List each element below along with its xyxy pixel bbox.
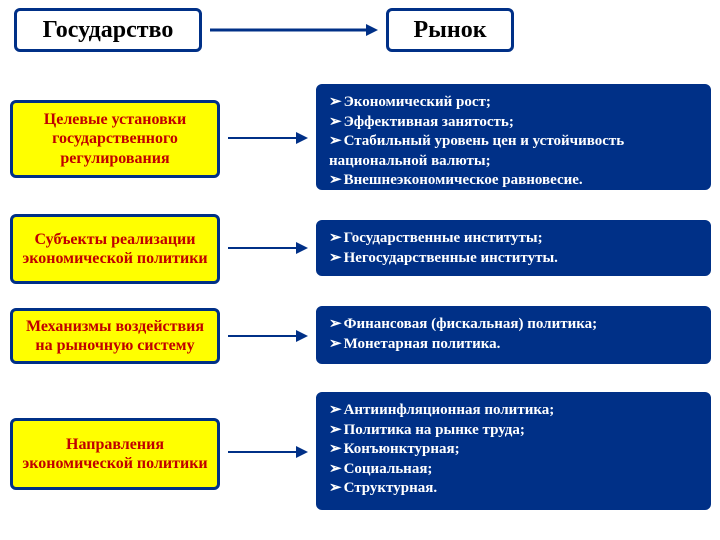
right-box-item-text: Внешнеэкономическое равновесие. bbox=[344, 172, 583, 188]
right-box-item-text: Эффективная занятость; bbox=[344, 114, 514, 130]
left-box-1: Субъекты реализации экономической полити… bbox=[10, 214, 220, 284]
left-box-text: Направления экономической политики bbox=[17, 435, 213, 473]
right-box-item: ➢Негосударственные институты. bbox=[329, 249, 698, 269]
right-box-2: ➢Финансовая (фискальная) политика;➢Монет… bbox=[316, 306, 711, 364]
bullet-icon: ➢ bbox=[329, 460, 342, 480]
bullet-icon: ➢ bbox=[329, 335, 342, 355]
left-box-text: Субъекты реализации экономической полити… bbox=[17, 230, 213, 268]
row-arrow-1 bbox=[216, 236, 320, 260]
bullet-icon: ➢ bbox=[329, 171, 342, 191]
right-box-item-text: Экономический рост; bbox=[344, 94, 491, 110]
left-box-2: Механизмы воздействия на рыночную систем… bbox=[10, 308, 220, 364]
header-box-market: Рынок bbox=[386, 8, 514, 52]
header-right-text: Рынок bbox=[413, 17, 486, 43]
bullet-icon: ➢ bbox=[329, 229, 342, 249]
right-box-3: ➢Антиинфляционная политика;➢Политика на … bbox=[316, 392, 711, 510]
row-arrow-3 bbox=[216, 440, 320, 464]
bullet-icon: ➢ bbox=[329, 479, 342, 499]
right-box-item-text: Монетарная политика. bbox=[344, 336, 501, 352]
bullet-icon: ➢ bbox=[329, 132, 342, 152]
right-box-item: ➢Социальная; bbox=[329, 460, 698, 480]
row-arrow-0 bbox=[216, 126, 320, 150]
left-box-text: Целевые установки государственного регул… bbox=[17, 110, 213, 168]
bullet-icon: ➢ bbox=[329, 421, 342, 441]
right-box-item: ➢Монетарная политика. bbox=[329, 335, 698, 355]
right-box-item: ➢Конъюнктурная; bbox=[329, 440, 698, 460]
header-left-text: Государство bbox=[43, 17, 174, 43]
bullet-icon: ➢ bbox=[329, 401, 342, 421]
right-box-item: ➢Эффективная занятость; bbox=[329, 113, 698, 133]
left-box-0: Целевые установки государственного регул… bbox=[10, 100, 220, 178]
right-box-item-text: Финансовая (фискальная) политика; bbox=[344, 316, 598, 332]
right-box-item-text: Конъюнктурная; bbox=[344, 441, 460, 457]
right-box-item-text: Социальная; bbox=[344, 461, 433, 477]
right-box-item: ➢Экономический рост; bbox=[329, 93, 698, 113]
right-box-item-text: Структурная. bbox=[344, 480, 438, 496]
row-arrow-2 bbox=[216, 324, 320, 348]
left-box-text: Механизмы воздействия на рыночную систем… bbox=[17, 317, 213, 355]
right-box-item: ➢Стабильный уровень цен и устойчивость н… bbox=[329, 132, 698, 171]
right-box-item: ➢Внешнеэкономическое равновесие. bbox=[329, 171, 698, 191]
right-box-item-text: Государственные институты; bbox=[344, 230, 543, 246]
bullet-icon: ➢ bbox=[329, 440, 342, 460]
bullet-icon: ➢ bbox=[329, 93, 342, 113]
header-box-state: Государство bbox=[14, 8, 202, 52]
right-box-1: ➢Государственные институты;➢Негосударств… bbox=[316, 220, 711, 276]
right-box-item: ➢Финансовая (фискальная) политика; bbox=[329, 315, 698, 335]
right-box-item-text: Стабильный уровень цен и устойчивость на… bbox=[329, 133, 624, 169]
bullet-icon: ➢ bbox=[329, 315, 342, 335]
header-arrow bbox=[198, 18, 390, 42]
right-box-item-text: Негосударственные институты. bbox=[344, 250, 558, 266]
right-box-item-text: Антиинфляционная политика; bbox=[344, 402, 555, 418]
left-box-3: Направления экономической политики bbox=[10, 418, 220, 490]
right-box-item: ➢Государственные институты; bbox=[329, 229, 698, 249]
right-box-0: ➢Экономический рост;➢Эффективная занятос… bbox=[316, 84, 711, 190]
bullet-icon: ➢ bbox=[329, 113, 342, 133]
bullet-icon: ➢ bbox=[329, 249, 342, 269]
right-box-item: ➢Структурная. bbox=[329, 479, 698, 499]
right-box-item-text: Политика на рынке труда; bbox=[344, 422, 525, 438]
right-box-item: ➢Антиинфляционная политика; bbox=[329, 401, 698, 421]
right-box-item: ➢Политика на рынке труда; bbox=[329, 421, 698, 441]
